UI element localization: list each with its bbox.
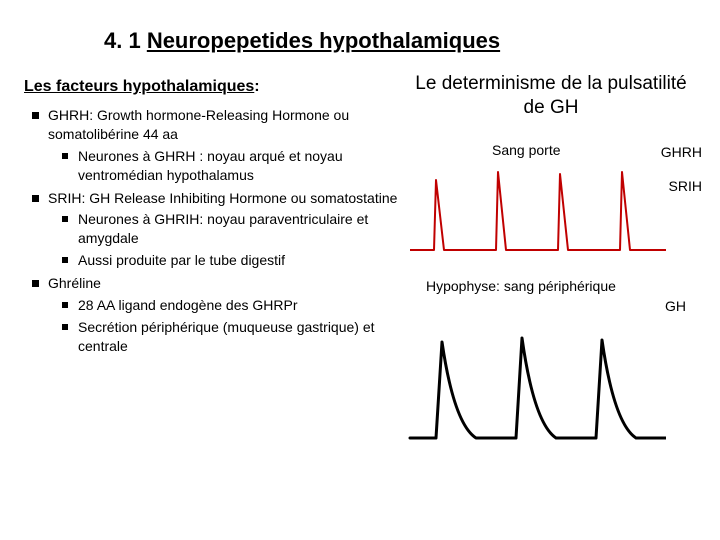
bullet-text: Ghréline (48, 275, 101, 291)
right-title: Le determinisme de la pulsatilité de GH (406, 72, 696, 120)
bullet-item: SRIH: GH Release Inhibiting Hormone ou s… (32, 189, 398, 271)
slide: 4. 1 Neuropepetides hypothalamiques Les … (0, 0, 720, 540)
bullet-item: Ghréline 28 AA ligand endogène des GHRPr S… (32, 274, 398, 356)
title-prefix: 4. 1 (104, 28, 147, 53)
label-srih: SRIH (669, 178, 702, 194)
sub-bullet-item: Secrétion périphérique (muqueuse gastriq… (62, 318, 398, 356)
right-column: Le determinisme de la pulsatilité de GH … (406, 78, 696, 452)
sub-bullet-item: Aussi produite par le tube digestif (62, 251, 398, 270)
label-gh: GH (665, 298, 686, 314)
gh-pulse-chart (406, 322, 666, 448)
slide-title: 4. 1 Neuropepetides hypothalamiques (104, 28, 696, 54)
columns: Les facteurs hypothalamiques: GHRH: Grow… (24, 78, 696, 452)
ghrh-spike-chart (406, 150, 666, 260)
bullet-text: GHRH: Growth hormone-Releasing Hormone o… (48, 107, 349, 142)
sub-bullet-list: Neurones à GHRIH: noyau paraventriculair… (48, 210, 398, 270)
label-ghrh: GHRH (661, 144, 702, 160)
label-hypophyse: Hypophyse: sang périphérique (426, 278, 686, 294)
bullet-text: SRIH: GH Release Inhibiting Hormone ou s… (48, 190, 397, 206)
left-column: Les facteurs hypothalamiques: GHRH: Grow… (24, 78, 398, 452)
left-subheading: Les facteurs hypothalamiques: (24, 78, 398, 96)
bullet-list: GHRH: Growth hormone-Releasing Hormone o… (24, 106, 398, 356)
sub-bullet-item: Neurones à GHRH : noyau arqué et noyau v… (62, 147, 398, 185)
subheading-text: Les facteurs hypothalamiques (24, 78, 254, 95)
sub-bullet-list: 28 AA ligand endogène des GHRPr Secrétion… (48, 296, 398, 356)
title-underlined: Neuropepetides hypothalamiques (147, 28, 500, 53)
sub-bullet-item: Neurones à GHRIH: noyau paraventriculair… (62, 210, 398, 248)
sub-bullet-item: 28 AA ligand endogène des GHRPr (62, 296, 398, 315)
subheading-suffix: : (254, 78, 259, 95)
chart-area: Sang porte GHRH SRIH Hypophyse: sang pér… (406, 132, 696, 452)
bullet-item: GHRH: Growth hormone-Releasing Hormone o… (32, 106, 398, 185)
sub-bullet-list: Neurones à GHRH : noyau arqué et noyau v… (48, 147, 398, 185)
